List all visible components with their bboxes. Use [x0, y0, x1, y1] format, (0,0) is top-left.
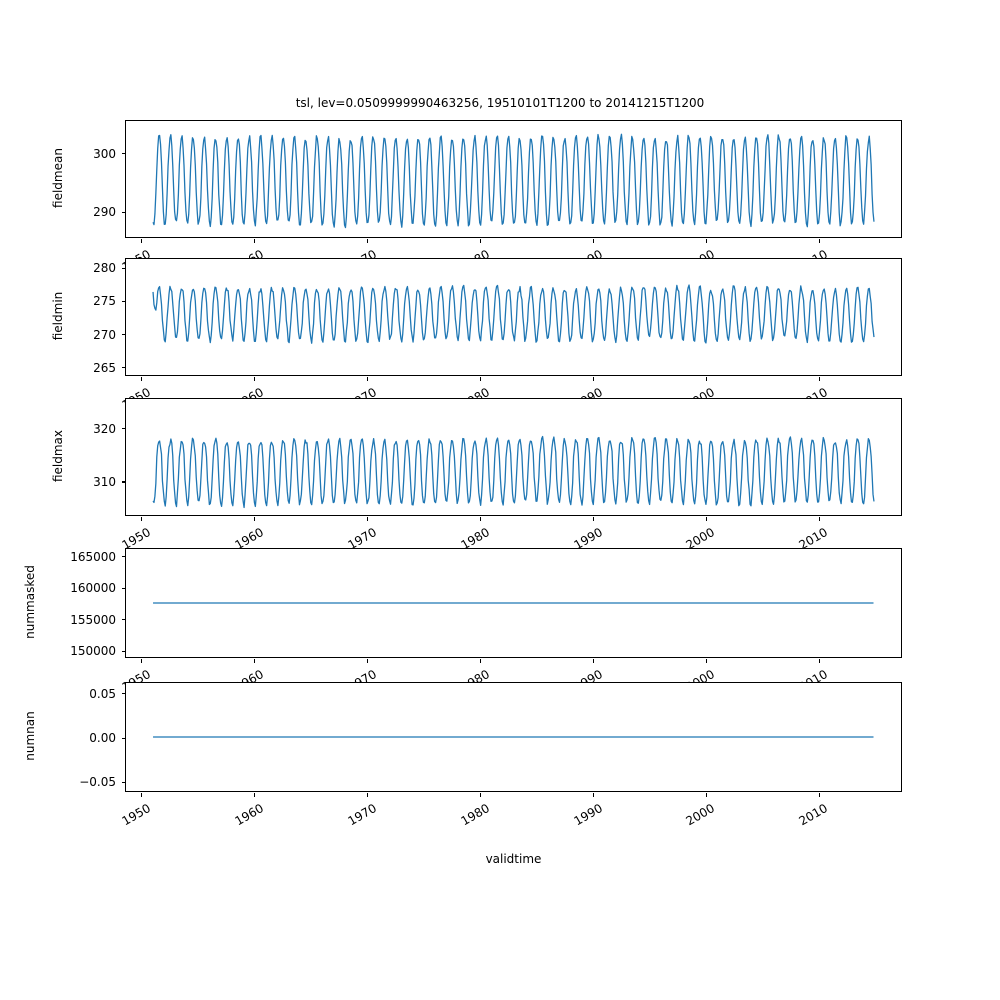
x-tick-mark [254, 659, 256, 663]
y-axis-label-numnan: numnan [23, 711, 37, 761]
x-axis-label: validtime [485, 852, 542, 866]
x-tick-mark [593, 517, 595, 521]
x-tick-mark [141, 239, 143, 243]
x-tick-mark [818, 517, 821, 521]
y-tick-mark [122, 267, 126, 269]
x-tick-mark [367, 659, 369, 663]
x-tick-label: 2010 [796, 801, 831, 829]
y-axis-label-fieldmin: fieldmin [51, 291, 65, 341]
plot-panel-numnan: −0.05 0.00 0.05 1950 1960 1970 1980 1990 2000 201… [23, 682, 902, 828]
y-tick-label: 150000 [70, 644, 116, 659]
y-axis-label-nummasked: nummasked [23, 565, 37, 639]
x-tick-label: 1980 [458, 801, 492, 829]
plot-panel-fieldmax: 310 320 1950 1960 1970 1980 1990 2000 2010 fieldm… [51, 398, 902, 552]
x-tick-mark [593, 659, 595, 663]
x-tick-mark [705, 239, 708, 243]
x-tick-mark [480, 793, 482, 797]
x-tick-mark [254, 239, 256, 243]
y-tick-mark [122, 428, 126, 430]
plot-panel-nummasked: 150000 155000 160000 165000 1950 1960 1970 1980… [23, 548, 902, 694]
y-tick-label: 320 [93, 421, 116, 436]
x-tick-mark [141, 377, 143, 381]
y-tick-label: 300 [93, 146, 116, 161]
x-tick-label: 1960 [232, 801, 266, 829]
x-tick-mark [480, 659, 482, 663]
x-tick-mark [818, 793, 821, 797]
x-tick-mark [818, 377, 821, 381]
y-tick-label: 290 [93, 205, 116, 220]
x-tick-mark [705, 517, 708, 521]
x-tick-mark [254, 377, 256, 381]
y-tick-mark [122, 650, 126, 652]
x-tick-mark [705, 793, 708, 797]
x-tick-label: 1990 [571, 801, 605, 829]
x-tick-mark [367, 239, 369, 243]
series-line-fieldmin [152, 284, 875, 344]
x-tick-mark [254, 517, 256, 521]
series-line-fieldmax [152, 435, 875, 509]
x-tick-mark [818, 659, 821, 663]
y-tick-mark [122, 153, 126, 155]
x-tick-mark [705, 377, 708, 381]
x-tick-mark [367, 377, 369, 381]
x-tick-mark [593, 239, 595, 243]
y-tick-mark [122, 587, 126, 589]
y-axis-label-fieldmax: fieldmax [51, 429, 65, 483]
y-tick-mark [122, 300, 126, 303]
y-tick-label: 270 [93, 327, 116, 342]
y-tick-label: 265 [93, 360, 116, 375]
y-tick-mark [122, 556, 126, 558]
y-tick-label: −0.05 [79, 775, 116, 790]
y-tick-label: 0.05 [89, 686, 116, 701]
series-line-fieldmean [152, 133, 875, 229]
series-line-numnan [153, 736, 874, 738]
y-tick-label: 310 [93, 474, 116, 489]
x-tick-mark [367, 793, 369, 797]
y-tick-mark [122, 693, 126, 695]
y-tick-mark [122, 211, 126, 213]
y-tick-label: 275 [93, 294, 116, 309]
y-tick-mark [122, 619, 126, 621]
y-tick-mark [122, 367, 126, 369]
y-tick-label: 160000 [70, 581, 116, 596]
x-tick-mark [141, 517, 143, 521]
x-tick-mark [593, 377, 595, 381]
x-tick-label: 1970 [345, 801, 379, 829]
y-tick-label: 0.00 [89, 731, 116, 745]
plot-panel-fieldmin: 2652702752801950196019701980199020002010… [51, 258, 902, 412]
y-tick-mark [122, 334, 126, 336]
figure-title: tsl, lev=0.0509999990463256, 19510101T12… [295, 96, 705, 110]
y-tick-label: 165000 [70, 549, 116, 564]
x-tick-mark [480, 517, 482, 521]
x-tick-mark [141, 659, 143, 663]
x-tick-label: 2000 [684, 801, 718, 829]
series-line-nummasked [153, 602, 874, 604]
x-tick-mark [480, 377, 482, 381]
x-tick-mark [141, 793, 143, 797]
x-tick-label: 1950 [119, 801, 153, 829]
y-tick-label: 155000 [70, 612, 116, 627]
y-tick-mark [122, 737, 126, 739]
x-tick-mark [367, 517, 369, 521]
y-tick-label: 280 [93, 261, 116, 276]
x-tick-mark [593, 793, 595, 797]
x-tick-mark [818, 239, 821, 243]
plot-panel-fieldmean: 2903001950196019701980199020002010fieldm… [51, 120, 902, 274]
y-axis-label-fieldmean: fieldmean [51, 148, 65, 208]
x-tick-mark [480, 239, 482, 243]
x-tick-mark [254, 793, 256, 797]
x-tick-mark [705, 659, 708, 663]
y-tick-mark [122, 781, 126, 783]
y-tick-mark [122, 481, 126, 483]
